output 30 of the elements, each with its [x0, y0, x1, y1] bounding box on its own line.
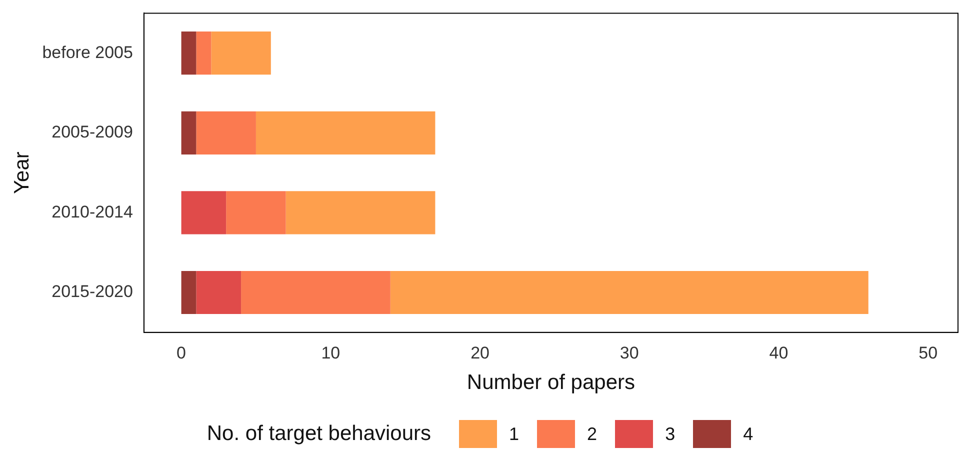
- x-tick-label: 0: [176, 343, 186, 362]
- y-axis-title: Year: [10, 152, 34, 194]
- y-tick-label: 2005-2009: [52, 122, 133, 142]
- bar: [196, 32, 212, 75]
- bar: [286, 191, 436, 234]
- bar: [256, 111, 436, 154]
- x-tick-label: 40: [769, 343, 788, 362]
- legend-label: 3: [665, 424, 676, 444]
- x-axis-title: Number of papers: [466, 371, 636, 394]
- bar: [196, 111, 256, 154]
- x-tick-label: 10: [321, 343, 340, 362]
- x-tick-label: 50: [918, 343, 938, 362]
- bar: [181, 111, 196, 154]
- bar: [211, 32, 271, 75]
- x-tick-label: 30: [620, 343, 639, 362]
- x-tick-label: 20: [470, 343, 490, 362]
- y-tick-label: 2010-2014: [52, 202, 133, 222]
- bar: [196, 270, 242, 314]
- legend-title: No. of target behaviours: [206, 422, 432, 446]
- legend-label: 1: [509, 424, 520, 444]
- bar: [181, 191, 226, 234]
- legend-label: 4: [743, 424, 754, 444]
- legend-label: 2: [587, 424, 598, 444]
- bar: [181, 32, 196, 75]
- bar: [390, 270, 868, 314]
- y-tick-label: before 2005: [42, 42, 133, 62]
- bar: [241, 270, 390, 314]
- y-tick-label: 2015-2020: [52, 282, 133, 302]
- bar: [226, 191, 286, 234]
- bar: [181, 270, 196, 314]
